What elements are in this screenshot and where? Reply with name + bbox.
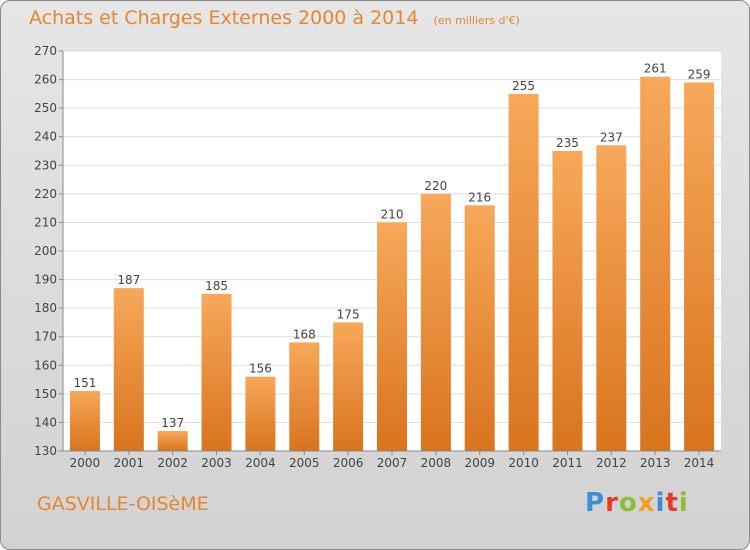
chart-title: Achats et Charges Externes 2000 à 2014 (…: [29, 7, 520, 29]
bar-2010: [508, 93, 539, 451]
bar-2007: [377, 222, 407, 451]
x-tick-label: 2001: [114, 456, 145, 470]
data-label: 185: [205, 279, 228, 293]
y-tick-label: 250: [34, 101, 57, 115]
logo-letter: i: [655, 488, 666, 518]
y-tick-label: 230: [34, 158, 57, 172]
bar-2014: [684, 82, 715, 451]
x-tick-label: 2010: [508, 456, 539, 470]
y-tick-label: 270: [34, 44, 57, 58]
logo-letter: t: [665, 488, 679, 518]
logo-letter: o: [618, 488, 638, 518]
x-tick-label: 2003: [201, 456, 232, 470]
bar-2005: [289, 342, 320, 451]
data-label: 259: [688, 67, 711, 81]
x-tick-label: 2011: [552, 456, 583, 470]
logo-letter: r: [605, 488, 619, 518]
data-label: 220: [424, 179, 447, 193]
y-tick-label: 220: [34, 187, 57, 201]
y-tick-label: 260: [34, 73, 57, 87]
x-tick-label: 2014: [684, 456, 715, 470]
x-tick-label: 2002: [157, 456, 188, 470]
bar-2002: [157, 431, 188, 451]
y-tick-labels: 130 140 150 160 170 180 190 200 210 220 230 240 250 2…: [34, 44, 57, 458]
bar-2009: [464, 205, 495, 451]
x-tick-label: 2007: [377, 456, 408, 470]
bars: [69, 76, 715, 452]
bar-2000: [69, 391, 100, 451]
x-tick-label: 2004: [245, 456, 276, 470]
y-tick-label: 240: [34, 130, 57, 144]
x-tick-labels: 2000 2001 2002 2003 2004 2005 2006 2007 2008 2009…: [70, 451, 715, 470]
data-label: 168: [293, 327, 316, 341]
x-tick-label: 2005: [289, 456, 320, 470]
y-tick-label: 200: [34, 244, 57, 258]
data-labels: 151 187 137 185 156 168 175 210 220 216 255 235 237 2…: [73, 62, 710, 430]
y-tick-label: 180: [34, 301, 57, 315]
data-label: 261: [644, 62, 667, 76]
x-tick-label: 2006: [333, 456, 364, 470]
data-label: 137: [161, 416, 184, 430]
bar-2011: [552, 151, 583, 451]
title-unit-note: (en milliers d'€): [433, 14, 520, 27]
data-label: 210: [381, 207, 404, 221]
x-tick-label: 2013: [640, 456, 671, 470]
x-tick-label: 2000: [70, 456, 101, 470]
bar-2012: [596, 145, 627, 452]
y-tick-label: 210: [34, 215, 57, 229]
y-tick-label: 190: [34, 273, 57, 287]
data-label: 216: [468, 190, 491, 204]
y-tick-label: 170: [34, 330, 57, 344]
title-main: Achats et Charges Externes 2000 à 2014: [29, 7, 419, 29]
y-tick-label: 150: [34, 387, 57, 401]
bar-2013: [640, 76, 671, 451]
data-label: 151: [73, 376, 96, 390]
bar-2006: [333, 322, 364, 451]
y-tick-label: 140: [34, 415, 57, 429]
y-tick-label: 160: [34, 358, 57, 372]
data-label: 235: [556, 136, 579, 150]
bar-2001: [113, 288, 144, 451]
x-tick-label: 2012: [596, 456, 627, 470]
x-tick-label: 2009: [464, 456, 495, 470]
bar-2008: [420, 193, 451, 451]
data-label: 237: [600, 130, 623, 144]
logo-letter: P: [585, 488, 606, 518]
bar-2003: [201, 293, 232, 451]
place-name: GASVILLE-OISèME: [37, 493, 209, 515]
data-label: 255: [512, 79, 535, 93]
bar-2004: [245, 376, 276, 451]
data-label: 187: [117, 273, 140, 287]
logo-letter: x: [637, 488, 656, 518]
proxiti-logo: Proxiti: [585, 488, 689, 518]
logo-letter: i: [678, 488, 689, 518]
data-label: 156: [249, 362, 272, 376]
x-tick-label: 2008: [421, 456, 452, 470]
data-label: 175: [337, 307, 360, 321]
y-tick-label: 130: [34, 444, 57, 458]
